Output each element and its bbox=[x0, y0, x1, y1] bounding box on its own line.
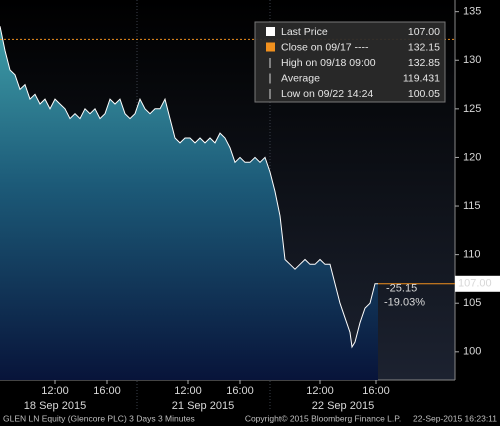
legend-value: 132.85 bbox=[408, 57, 440, 69]
legend-swatch bbox=[266, 42, 275, 52]
x-tick-label: 12:00 bbox=[41, 385, 69, 397]
axis-bg bbox=[455, 0, 500, 380]
footer-right: 22-Sep-2015 16:23:11 bbox=[413, 413, 497, 423]
footer-left: GLEN LN Equity (Glencore PLC) 3 Days 3 M… bbox=[3, 413, 195, 423]
legend-swatch bbox=[266, 27, 275, 36]
legend-value: 132.15 bbox=[408, 41, 440, 53]
legend-value: 119.431 bbox=[403, 72, 440, 84]
y-tick-label: 110 bbox=[463, 249, 481, 261]
change: -25.15 bbox=[386, 283, 417, 295]
y-tick-label: 120 bbox=[463, 151, 481, 163]
legend-box bbox=[254, 21, 446, 103]
y-tick-label: 135 bbox=[463, 6, 481, 18]
x-tick-label: 16:00 bbox=[362, 385, 390, 397]
legend-label: Close on 09/17 ---- bbox=[281, 41, 369, 53]
last-tag bbox=[455, 275, 500, 292]
date-label: 18 Sep 2015 bbox=[24, 400, 86, 412]
x-tick-label: 12:00 bbox=[174, 385, 202, 397]
footer-center: Copyright© 2015 Bloomberg Finance L.P. bbox=[245, 413, 401, 423]
y-tick-label: 125 bbox=[463, 103, 481, 115]
area bbox=[0, 26, 378, 380]
line bbox=[0, 26, 378, 349]
y-tick-label: 130 bbox=[463, 54, 481, 66]
legend-value: 100.05 bbox=[408, 88, 440, 100]
legend-value: 107.00 bbox=[408, 26, 440, 38]
last-tag-label: 107.00 bbox=[458, 278, 492, 290]
change-pct: -19.03% bbox=[384, 297, 425, 309]
legend-label: Last Price bbox=[281, 26, 328, 38]
y-tick-label: 100 bbox=[463, 346, 481, 358]
y-tick-label: 105 bbox=[463, 297, 481, 309]
legend-label: Average bbox=[281, 72, 320, 84]
legend-label: Low on 09/22 14:24 bbox=[281, 88, 373, 100]
y-tick-label: 115 bbox=[463, 200, 481, 212]
legend-label: High on 09/18 09:00 bbox=[281, 57, 376, 69]
x-tick-label: 16:00 bbox=[226, 385, 254, 397]
date-label: 21 Sep 2015 bbox=[172, 400, 234, 412]
date-label: 22 Sep 2015 bbox=[312, 400, 374, 412]
x-tick-label: 16:00 bbox=[93, 385, 121, 397]
x-tick-label: 12:00 bbox=[306, 385, 334, 397]
